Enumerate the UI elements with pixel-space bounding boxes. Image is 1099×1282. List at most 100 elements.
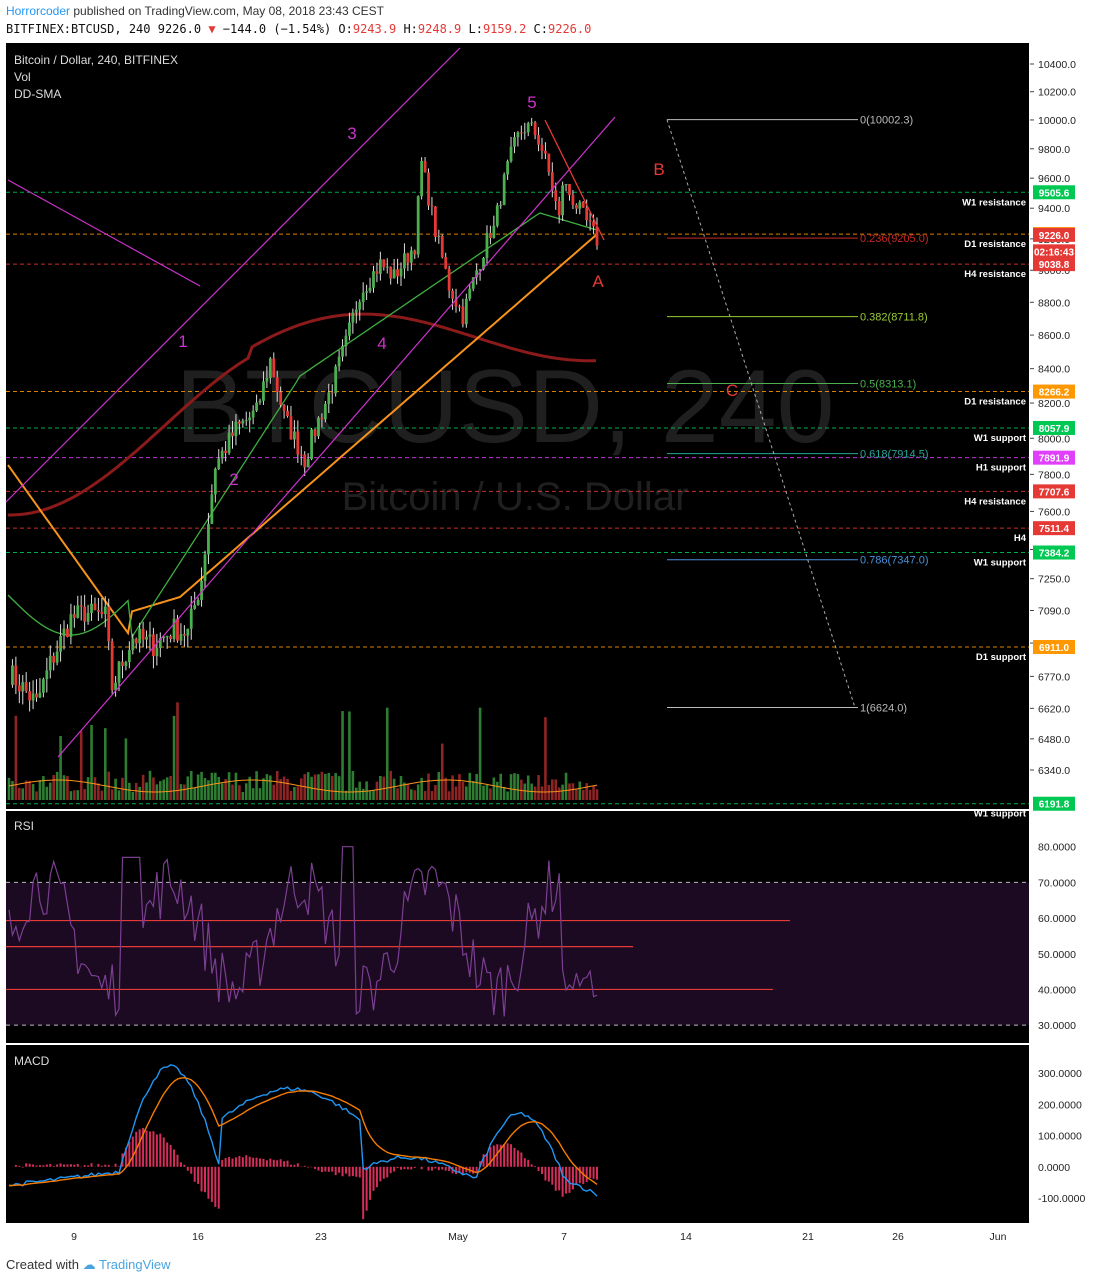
- macd-histogram-bar: [551, 1166, 554, 1185]
- high-value: 9248.9: [417, 22, 462, 36]
- candle-body: [389, 266, 393, 279]
- price-label-tag: [1033, 545, 1075, 560]
- candle-body: [368, 287, 372, 292]
- down-arrow-icon: ▼: [208, 22, 216, 36]
- volume-bar: [165, 777, 169, 800]
- volume-bar: [231, 784, 234, 800]
- volume-bar: [28, 780, 31, 800]
- candle-body: [255, 402, 258, 411]
- volume-bar: [214, 772, 217, 800]
- macd-histogram-bar: [338, 1166, 341, 1173]
- volume-bar: [320, 771, 324, 800]
- volume-bar: [317, 774, 320, 800]
- macd-histogram-bar: [131, 1136, 134, 1167]
- candle-body: [86, 612, 90, 622]
- macd-histogram-bar: [38, 1165, 41, 1167]
- macd-pane[interactable]: [8, 1064, 598, 1220]
- candle-body: [437, 235, 441, 237]
- macd-histogram-bar: [217, 1166, 220, 1209]
- price-label-tag: [1033, 420, 1075, 435]
- macd-histogram-bar: [128, 1141, 131, 1167]
- wave-label: A: [592, 272, 604, 291]
- candle-body: [392, 269, 396, 279]
- macd-histogram-bar: [365, 1166, 368, 1211]
- macd-histogram-bar: [69, 1164, 72, 1167]
- volume-bar: [540, 786, 544, 800]
- candle-body: [299, 454, 303, 456]
- volume-bar: [124, 738, 128, 800]
- candle-body: [330, 392, 334, 394]
- chart-canvas[interactable]: BTCUSD, 240 Bitcoin / U.S. Dollar W1 res…: [0, 40, 1099, 1250]
- candle-body: [66, 628, 69, 637]
- price-label-text: 6911.0: [1039, 643, 1069, 654]
- candle-body: [193, 605, 197, 609]
- candle-body: [574, 204, 578, 209]
- macd-histogram-bar: [565, 1166, 568, 1194]
- candle-body: [52, 655, 56, 663]
- symbol-label: BITFINEX:BTCUSD, 240: [6, 22, 151, 36]
- volume-bar: [186, 776, 190, 800]
- candle-body: [544, 150, 547, 154]
- macd-histogram-bar: [262, 1158, 265, 1167]
- macd-histogram-bar: [369, 1166, 372, 1200]
- volume-bar: [502, 786, 506, 800]
- macd-histogram-bar: [489, 1146, 492, 1167]
- macd-histogram-bar: [455, 1166, 458, 1175]
- macd-histogram-bar: [386, 1166, 389, 1178]
- candle-body: [207, 523, 210, 555]
- macd-histogram-bar: [496, 1144, 499, 1167]
- candle-body: [21, 682, 25, 692]
- volume-bar: [183, 784, 186, 800]
- candle-body: [317, 417, 320, 437]
- macd-histogram-bar: [42, 1165, 45, 1167]
- wave-label: 4: [377, 334, 386, 353]
- close-label: C:: [533, 22, 548, 36]
- fib-level-label: 0.786(7347.0): [860, 555, 929, 567]
- candle-body: [45, 670, 49, 680]
- volume-bar: [227, 772, 231, 800]
- volume-bar: [561, 784, 564, 800]
- candle-body: [344, 335, 348, 347]
- macd-histogram-bar: [248, 1156, 251, 1167]
- wave-label: 1: [178, 332, 187, 351]
- volume-bar: [547, 785, 551, 800]
- candle-body: [478, 269, 482, 271]
- candle-body: [348, 322, 351, 336]
- macd-histogram-bar: [152, 1131, 155, 1167]
- volume-bar: [385, 707, 389, 800]
- macd-histogram-bar: [410, 1166, 413, 1170]
- candle-body: [547, 153, 551, 173]
- price-tick-label: 8600.0: [1038, 330, 1070, 342]
- volume-bar: [327, 772, 331, 800]
- volume-bar: [416, 784, 420, 800]
- x-tick-label: 14: [680, 1231, 692, 1243]
- macd-histogram-bar: [73, 1164, 76, 1167]
- candle-body: [571, 195, 575, 205]
- open-label: O:: [338, 22, 353, 36]
- price-label-tag: [1033, 244, 1075, 259]
- rsi-pane[interactable]: [6, 846, 1030, 1026]
- candle-body: [499, 204, 503, 206]
- candle-body: [244, 420, 248, 422]
- volume-ma-line: [8, 779, 598, 793]
- candle-body: [262, 381, 265, 401]
- price-label-tag: [1033, 484, 1075, 499]
- candle-body: [127, 650, 131, 663]
- price-pane[interactable]: W1 resistance D1 resistance H4 resistance D…: [5, 47, 1030, 820]
- candle-body: [28, 691, 32, 701]
- candle-body: [451, 290, 454, 299]
- macd-histogram-bar: [427, 1166, 430, 1171]
- macd-histogram-bar: [400, 1166, 402, 1170]
- candle-body: [495, 205, 499, 226]
- candle-body: [41, 679, 45, 693]
- volume-bar: [90, 725, 93, 800]
- macd-histogram-bar: [28, 1163, 31, 1167]
- volume-bar: [86, 777, 90, 800]
- candle-body: [537, 135, 540, 145]
- tradingview-brand[interactable]: TradingView: [99, 1257, 171, 1272]
- candle-body: [213, 468, 217, 495]
- author-link[interactable]: Horrorcoder: [6, 4, 71, 18]
- macd-histogram-bar: [375, 1166, 378, 1188]
- volume-bar: [354, 787, 358, 800]
- candle-body: [303, 454, 307, 468]
